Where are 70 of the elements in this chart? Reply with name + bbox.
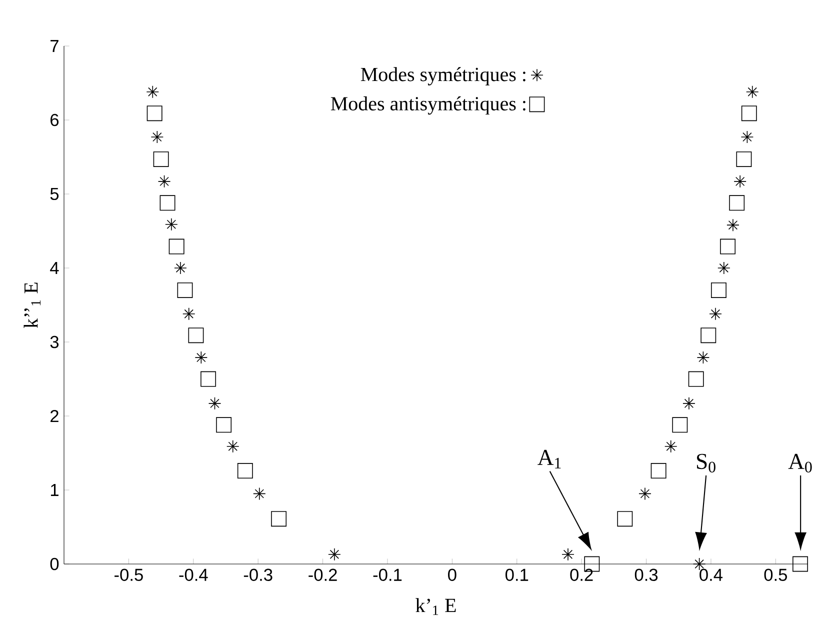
point <box>562 548 574 561</box>
point <box>328 548 341 561</box>
point <box>174 262 187 274</box>
point <box>237 463 253 478</box>
point <box>271 511 287 527</box>
x-tick-label: 0.2 <box>570 568 593 581</box>
point <box>718 262 730 274</box>
y-tick-label: 3 <box>50 336 59 348</box>
y-tick-label: 4 <box>50 262 59 274</box>
point <box>688 371 704 387</box>
point <box>208 397 222 410</box>
point <box>682 397 696 410</box>
point <box>146 85 160 98</box>
point <box>720 238 736 254</box>
point <box>709 307 722 320</box>
y-tick-label: 5 <box>50 188 59 200</box>
point <box>696 351 710 364</box>
point <box>650 463 666 478</box>
y-tick-label: 6 <box>50 114 59 126</box>
x-tick-label: -0.4 <box>179 568 208 581</box>
point <box>710 282 726 298</box>
point <box>664 440 678 453</box>
y-tick-label: 2 <box>50 410 58 422</box>
point <box>177 282 193 298</box>
point <box>146 106 162 122</box>
x-axis-title: k’$_{1}$ E <box>416 598 456 615</box>
point <box>741 106 757 122</box>
x-tick-label: 0.1 <box>505 568 528 581</box>
y-tick-label: 7 <box>50 40 58 52</box>
point <box>692 558 706 570</box>
legend-label: Modes antisymétriques : <box>330 96 526 115</box>
point <box>200 371 216 387</box>
annotation: A$_{1}$ <box>538 450 561 468</box>
x-tick-label: -0.3 <box>244 568 272 581</box>
point <box>194 351 208 364</box>
point <box>182 307 196 320</box>
x-tick-label: -0.1 <box>373 568 402 581</box>
point <box>188 328 204 344</box>
point <box>672 417 688 433</box>
point <box>746 85 759 98</box>
x-tick-label: 0.3 <box>634 568 658 581</box>
x-tick-label: 0.4 <box>700 568 723 581</box>
annotation: A$_{0}$ <box>788 454 812 472</box>
x-tick-label: 0.5 <box>764 568 787 581</box>
point <box>617 511 633 527</box>
y-tick-label: 1 <box>50 484 58 496</box>
point <box>164 218 178 231</box>
point <box>638 487 652 500</box>
point <box>734 175 746 188</box>
x-tick-label: -0.5 <box>114 568 143 581</box>
legend-label: Modes symétriques : <box>360 67 526 86</box>
point <box>792 556 808 572</box>
point <box>726 218 740 232</box>
y-tick-label: 0 <box>50 558 59 570</box>
point <box>700 328 716 344</box>
point <box>153 151 169 167</box>
point <box>158 175 171 188</box>
y-axis-title: k’’$_{1}$ E <box>24 282 40 328</box>
point <box>226 440 240 453</box>
x-tick-label: -0.2 <box>308 568 337 581</box>
point <box>740 130 754 144</box>
point <box>729 195 745 211</box>
point <box>736 151 752 167</box>
point <box>252 487 266 500</box>
point <box>160 195 176 211</box>
x-tick-label: 0 <box>448 568 456 581</box>
point <box>150 130 164 144</box>
point <box>168 238 184 254</box>
point <box>216 417 232 433</box>
annotation: S$_{0}$ <box>697 454 716 472</box>
